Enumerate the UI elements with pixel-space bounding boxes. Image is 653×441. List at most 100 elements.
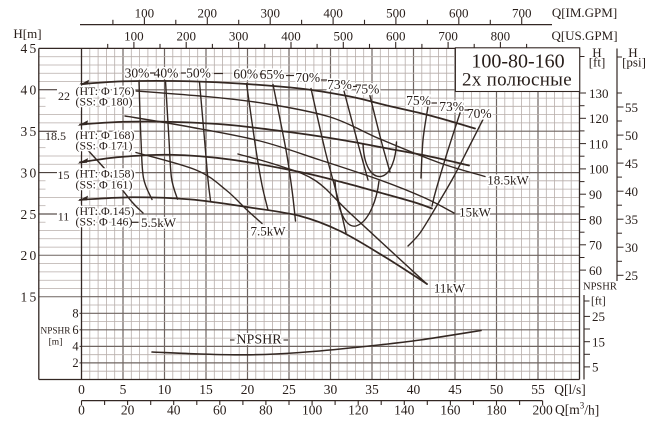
svg-text:300: 300 [260, 6, 280, 21]
svg-text:55: 55 [531, 382, 545, 397]
svg-text:15: 15 [58, 168, 70, 182]
svg-text:75%: 75% [355, 82, 380, 97]
svg-text:0: 0 [78, 402, 85, 417]
svg-text:45: 45 [448, 382, 462, 397]
svg-text:30: 30 [324, 382, 338, 397]
svg-text:25: 25 [592, 309, 605, 324]
svg-text:15: 15 [592, 335, 605, 350]
svg-text:500: 500 [386, 6, 406, 21]
svg-text:6: 6 [72, 323, 78, 337]
svg-text:4: 4 [72, 340, 79, 354]
svg-text:70: 70 [589, 238, 602, 253]
svg-text:200: 200 [176, 29, 196, 44]
svg-text:(SS: Φ 180): (SS: Φ 180) [76, 95, 133, 109]
svg-text:15kW: 15kW [459, 205, 492, 220]
svg-text:11kW: 11kW [434, 281, 466, 296]
svg-text:160: 160 [440, 402, 461, 417]
svg-text:(SS: Φ 161): (SS: Φ 161) [76, 178, 133, 192]
svg-text:(SS: Φ 146): (SS: Φ 146) [76, 215, 133, 229]
svg-text:20: 20 [241, 382, 255, 397]
svg-text:300: 300 [229, 29, 249, 44]
svg-text:400: 400 [323, 6, 343, 21]
svg-text:8: 8 [72, 307, 78, 321]
svg-text:60%: 60% [233, 66, 258, 81]
svg-text:50%: 50% [186, 66, 211, 81]
svg-text:80: 80 [589, 212, 602, 227]
svg-text:2х полюсные: 2х полюсные [462, 70, 572, 91]
svg-text:40: 40 [21, 83, 39, 98]
svg-text:(HT: Φ 176): (HT: Φ 176) [76, 84, 135, 98]
svg-text:H[m]: H[m] [13, 26, 41, 41]
svg-text:15: 15 [21, 290, 39, 305]
svg-text:120: 120 [348, 402, 369, 417]
svg-text:60: 60 [589, 263, 602, 278]
svg-text:[psi]: [psi] [622, 55, 646, 70]
svg-text:73%: 73% [327, 77, 352, 92]
svg-text:70%: 70% [295, 70, 320, 85]
svg-text:800: 800 [491, 29, 511, 44]
svg-text:55: 55 [625, 100, 638, 115]
svg-text:700: 700 [438, 29, 458, 44]
svg-text:100: 100 [589, 162, 609, 177]
svg-text:110: 110 [589, 136, 608, 151]
svg-text:180: 180 [486, 402, 507, 417]
svg-text:Q[IM.GPM]: Q[IM.GPM] [552, 5, 617, 20]
svg-text:50: 50 [625, 128, 638, 143]
svg-text:40: 40 [407, 382, 421, 397]
svg-text:(HT: Φ 158): (HT: Φ 158) [76, 167, 135, 181]
svg-text:Q[l/s]: Q[l/s] [554, 382, 586, 397]
svg-text:[ft]: [ft] [589, 55, 606, 70]
svg-text:200: 200 [532, 402, 553, 417]
svg-text:5: 5 [120, 382, 127, 397]
svg-text:18.5kW: 18.5kW [487, 173, 529, 188]
svg-text:40: 40 [167, 402, 181, 417]
svg-text:7.5kW: 7.5kW [250, 224, 286, 239]
svg-text:500: 500 [334, 29, 354, 44]
svg-text:Q[US.GPM]: Q[US.GPM] [551, 28, 617, 43]
svg-text:100: 100 [302, 402, 323, 417]
svg-text:20: 20 [121, 402, 135, 417]
svg-text:25: 25 [21, 207, 39, 222]
svg-text:400: 400 [281, 29, 301, 44]
svg-text:NPSHR: NPSHR [41, 327, 72, 337]
svg-text:50: 50 [490, 382, 504, 397]
svg-text:45: 45 [625, 156, 638, 171]
svg-text:700: 700 [512, 6, 532, 21]
svg-text:35: 35 [365, 382, 379, 397]
svg-text:90: 90 [589, 187, 602, 202]
svg-text:0: 0 [78, 382, 85, 397]
svg-text:45: 45 [21, 41, 39, 56]
svg-text:30%: 30% [125, 66, 150, 81]
svg-text:H: H [628, 45, 637, 60]
svg-text:100: 100 [135, 6, 155, 21]
svg-text:30: 30 [625, 240, 638, 255]
svg-text:35: 35 [625, 212, 638, 227]
svg-text:Q[m3/h]: Q[m3/h] [555, 401, 599, 418]
svg-text:35: 35 [21, 124, 39, 139]
svg-text:40%: 40% [154, 66, 179, 81]
svg-text:(SS: Φ 171): (SS: Φ 171) [76, 138, 133, 152]
svg-text:2: 2 [72, 356, 78, 370]
svg-text:10: 10 [158, 382, 172, 397]
svg-text:120: 120 [589, 111, 609, 126]
svg-text:[m]: [m] [49, 337, 63, 347]
svg-text:11: 11 [58, 210, 70, 224]
svg-text:22: 22 [58, 89, 70, 103]
svg-text:5.5kW: 5.5kW [141, 215, 177, 230]
svg-text:25: 25 [625, 268, 638, 283]
svg-text:15: 15 [199, 382, 213, 397]
svg-text:18.5: 18.5 [45, 129, 66, 143]
svg-text:30: 30 [21, 165, 39, 180]
svg-text:[ft]: [ft] [591, 295, 606, 307]
svg-text:130: 130 [589, 86, 609, 101]
svg-text:65%: 65% [260, 67, 285, 82]
svg-text:80: 80 [259, 402, 273, 417]
svg-text:NPSHR: NPSHR [583, 282, 617, 293]
svg-text:600: 600 [449, 6, 469, 21]
svg-text:140: 140 [394, 402, 415, 417]
svg-text:100-80-160: 100-80-160 [471, 51, 564, 73]
svg-text:20: 20 [21, 248, 39, 263]
svg-text:25: 25 [282, 382, 296, 397]
svg-text:H: H [592, 45, 601, 60]
svg-text:60: 60 [213, 402, 227, 417]
